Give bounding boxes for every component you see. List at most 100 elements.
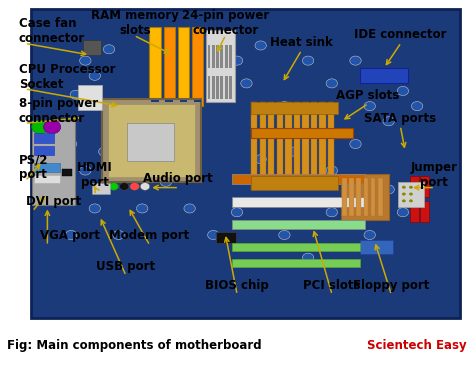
Bar bbox=[31, 9, 460, 318]
Text: PS/2
port: PS/2 port bbox=[19, 153, 48, 182]
Bar bbox=[360, 240, 393, 254]
Circle shape bbox=[383, 185, 394, 194]
Circle shape bbox=[127, 102, 138, 111]
Bar bbox=[78, 85, 102, 110]
Text: Audio port: Audio port bbox=[143, 172, 213, 185]
Bar bbox=[420, 176, 429, 197]
Bar bbox=[251, 102, 257, 190]
Bar bbox=[220, 45, 223, 68]
Text: Jumper
port: Jumper port bbox=[410, 161, 457, 189]
Bar bbox=[251, 102, 338, 114]
Bar bbox=[398, 182, 424, 207]
Text: SATA ports: SATA ports bbox=[365, 112, 437, 125]
Circle shape bbox=[119, 183, 129, 190]
Bar bbox=[232, 259, 360, 267]
Text: CPU Processor
Socket: CPU Processor Socket bbox=[19, 63, 116, 91]
Text: HDMI
port: HDMI port bbox=[77, 161, 113, 189]
Circle shape bbox=[364, 230, 375, 240]
Circle shape bbox=[103, 45, 115, 54]
Bar bbox=[251, 128, 353, 138]
Bar bbox=[328, 102, 334, 190]
Bar bbox=[102, 99, 201, 182]
Circle shape bbox=[350, 139, 361, 149]
Bar bbox=[34, 175, 60, 183]
Bar bbox=[225, 45, 228, 68]
Bar bbox=[216, 232, 236, 243]
Circle shape bbox=[302, 253, 314, 262]
Bar bbox=[364, 178, 368, 216]
Bar bbox=[62, 169, 72, 176]
Text: Case fan
connector: Case fan connector bbox=[19, 17, 85, 45]
Circle shape bbox=[113, 230, 124, 240]
Circle shape bbox=[397, 208, 409, 217]
Bar bbox=[180, 100, 187, 102]
Bar bbox=[311, 102, 317, 190]
Bar bbox=[216, 45, 219, 68]
Bar bbox=[165, 100, 173, 102]
Text: VGA port: VGA port bbox=[40, 229, 100, 242]
Bar bbox=[127, 123, 174, 161]
Circle shape bbox=[350, 56, 361, 65]
Bar bbox=[220, 76, 223, 99]
Circle shape bbox=[160, 177, 172, 186]
Text: Heat sink: Heat sink bbox=[270, 36, 332, 49]
Circle shape bbox=[279, 102, 290, 111]
Bar bbox=[342, 178, 347, 216]
Circle shape bbox=[231, 56, 243, 65]
Circle shape bbox=[255, 41, 266, 50]
Circle shape bbox=[80, 56, 91, 65]
Text: 8-pin power
connector: 8-pin power connector bbox=[19, 97, 98, 125]
Circle shape bbox=[402, 193, 406, 196]
Bar bbox=[149, 27, 161, 106]
Bar bbox=[34, 163, 60, 172]
Bar bbox=[34, 133, 54, 143]
Circle shape bbox=[402, 186, 406, 189]
Text: USB port: USB port bbox=[96, 260, 155, 273]
Circle shape bbox=[383, 117, 394, 126]
Bar bbox=[92, 183, 110, 194]
Bar bbox=[319, 102, 326, 190]
Bar bbox=[341, 174, 389, 220]
Text: Modem port: Modem port bbox=[109, 229, 190, 242]
Circle shape bbox=[241, 79, 252, 88]
Bar bbox=[360, 68, 408, 83]
Bar bbox=[229, 45, 232, 68]
Bar bbox=[371, 178, 375, 216]
Bar bbox=[356, 178, 361, 216]
Circle shape bbox=[184, 204, 195, 213]
Bar bbox=[410, 176, 419, 197]
Bar bbox=[164, 27, 175, 106]
Bar bbox=[277, 102, 283, 190]
Bar bbox=[232, 174, 365, 184]
Circle shape bbox=[32, 120, 49, 134]
Bar bbox=[232, 243, 360, 251]
Bar bbox=[212, 76, 215, 99]
Circle shape bbox=[402, 199, 406, 202]
Circle shape bbox=[302, 56, 314, 65]
Circle shape bbox=[231, 208, 243, 217]
Circle shape bbox=[255, 155, 266, 164]
Bar bbox=[251, 176, 338, 190]
Circle shape bbox=[80, 166, 91, 175]
Bar bbox=[208, 76, 210, 99]
Circle shape bbox=[409, 199, 413, 202]
Bar bbox=[83, 40, 101, 55]
Circle shape bbox=[326, 208, 337, 217]
Bar bbox=[32, 121, 75, 205]
Bar bbox=[225, 76, 228, 99]
Text: Fig: Main components of motherboard: Fig: Main components of motherboard bbox=[7, 339, 262, 352]
Circle shape bbox=[208, 230, 219, 240]
Bar bbox=[178, 27, 189, 106]
Bar bbox=[285, 102, 292, 190]
Circle shape bbox=[269, 177, 281, 186]
Text: Scientech Easy: Scientech Easy bbox=[367, 339, 467, 352]
Bar bbox=[208, 45, 210, 68]
Bar bbox=[349, 178, 354, 216]
Bar bbox=[216, 76, 219, 99]
Bar bbox=[194, 100, 201, 102]
Circle shape bbox=[109, 183, 118, 190]
Circle shape bbox=[137, 204, 148, 213]
Bar bbox=[420, 201, 429, 222]
Bar bbox=[378, 178, 383, 216]
Text: IDE connector: IDE connector bbox=[354, 28, 447, 41]
